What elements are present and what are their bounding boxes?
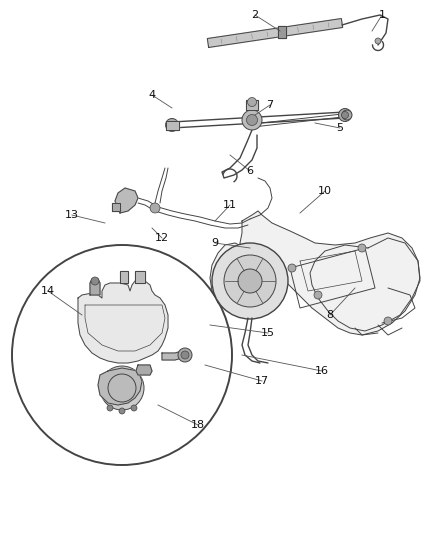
Circle shape (100, 366, 144, 410)
Polygon shape (135, 271, 145, 283)
Polygon shape (166, 120, 179, 130)
Text: 8: 8 (326, 310, 334, 320)
Circle shape (108, 374, 136, 402)
Circle shape (169, 122, 176, 128)
Text: 2: 2 (251, 10, 258, 20)
Text: 18: 18 (191, 420, 205, 430)
Circle shape (212, 243, 288, 319)
Circle shape (119, 408, 125, 414)
Circle shape (150, 203, 160, 213)
Polygon shape (278, 26, 286, 38)
Circle shape (375, 38, 381, 44)
Circle shape (166, 118, 179, 132)
Text: 11: 11 (223, 200, 237, 210)
Circle shape (247, 98, 257, 107)
Circle shape (178, 348, 192, 362)
Circle shape (339, 109, 352, 122)
Polygon shape (78, 281, 168, 363)
Circle shape (224, 255, 276, 307)
Polygon shape (210, 211, 420, 335)
Text: 10: 10 (318, 186, 332, 196)
Circle shape (12, 245, 232, 465)
Circle shape (247, 115, 258, 125)
Polygon shape (136, 365, 152, 375)
Circle shape (242, 110, 262, 130)
Circle shape (131, 405, 137, 411)
Polygon shape (115, 188, 138, 213)
Text: 12: 12 (155, 233, 169, 243)
Text: 17: 17 (255, 376, 269, 386)
Circle shape (181, 351, 189, 359)
Text: 4: 4 (148, 90, 155, 100)
Circle shape (91, 277, 99, 285)
Text: 13: 13 (65, 210, 79, 220)
Polygon shape (112, 203, 120, 211)
Circle shape (384, 317, 392, 325)
Text: 16: 16 (315, 366, 329, 376)
Circle shape (238, 269, 262, 293)
Text: 9: 9 (212, 238, 219, 248)
Text: 6: 6 (247, 166, 254, 176)
Text: 1: 1 (378, 10, 385, 20)
Polygon shape (162, 351, 182, 360)
Text: 5: 5 (336, 123, 343, 133)
Text: 14: 14 (41, 286, 55, 296)
Circle shape (342, 111, 349, 118)
Circle shape (358, 244, 366, 252)
Polygon shape (246, 100, 258, 110)
Polygon shape (120, 271, 128, 283)
Circle shape (314, 291, 322, 299)
Text: 7: 7 (266, 100, 274, 110)
Polygon shape (90, 279, 100, 295)
Text: 15: 15 (261, 328, 275, 338)
Circle shape (107, 405, 113, 411)
Polygon shape (98, 368, 142, 405)
Polygon shape (207, 19, 343, 47)
Circle shape (342, 110, 352, 120)
Circle shape (288, 264, 296, 272)
